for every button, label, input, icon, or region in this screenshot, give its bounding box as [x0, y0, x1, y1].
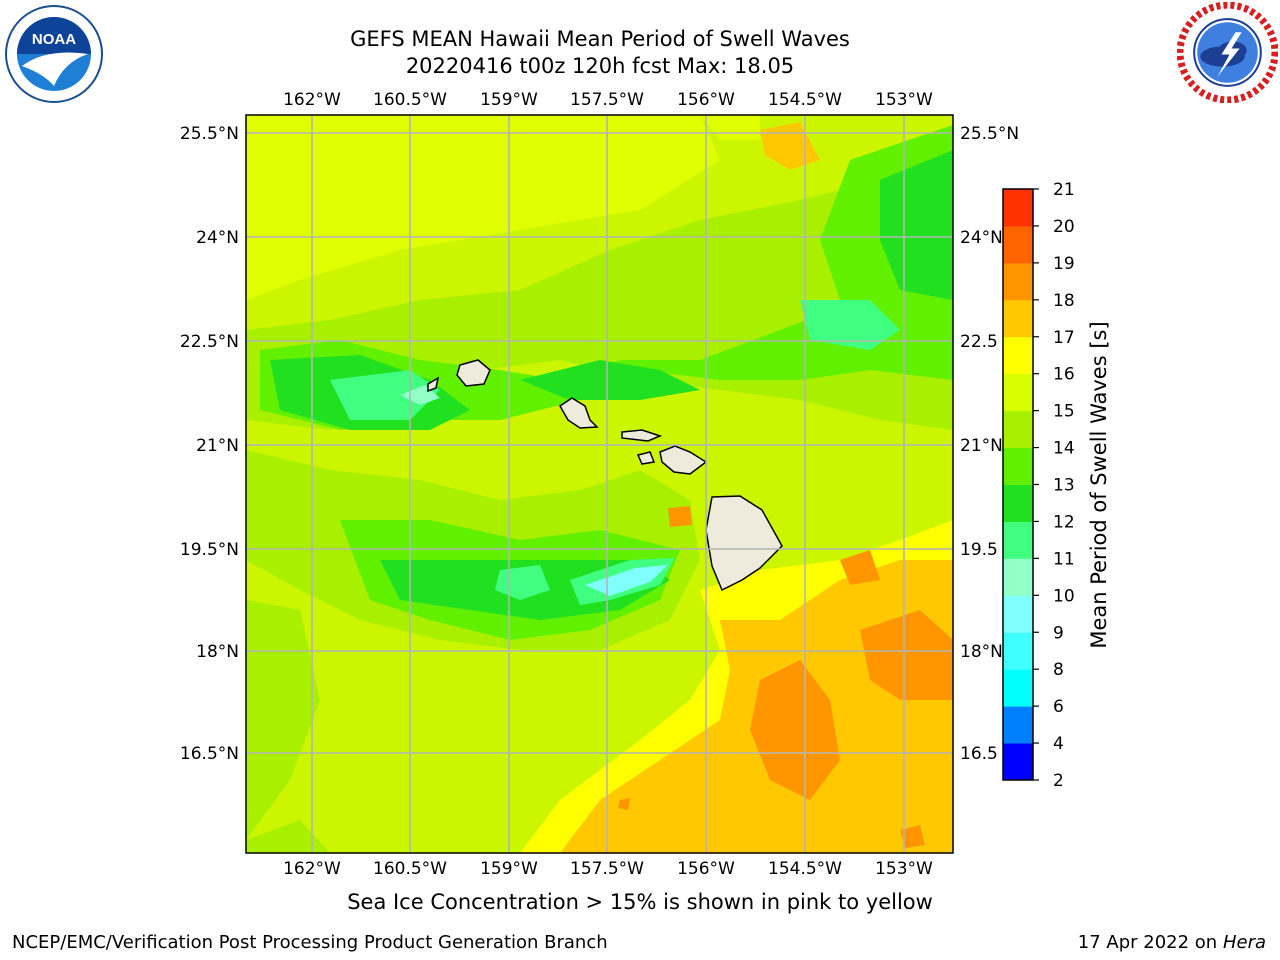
colorbar-swatch — [1003, 706, 1033, 744]
colorbar-tick-label: 13 — [1053, 476, 1075, 496]
colorbar-swatch — [1003, 225, 1033, 264]
island-molokai — [621, 429, 663, 442]
lat-tick-right: 22.5 — [960, 332, 998, 352]
island-oahu — [559, 397, 599, 429]
colorbar-tick-label: 20 — [1053, 217, 1075, 237]
island-maui — [659, 445, 708, 475]
colorbar-tick-label: 11 — [1053, 549, 1075, 569]
colorbar-swatch — [1003, 410, 1033, 449]
lat-tick-right: 21°N — [960, 436, 1003, 456]
footer-date-text: 17 Apr 2022 on — [1077, 932, 1223, 953]
island-lanai — [636, 451, 656, 465]
footer-credit: NCEP/EMC/Verification Post Processing Pr… — [12, 932, 608, 953]
colorbar-swatch — [1003, 595, 1033, 633]
colorbar-tick-label: 14 — [1053, 439, 1075, 459]
lon-tick-bottom: 160.5°W — [373, 859, 447, 879]
lat-tick-right: 16.5 — [960, 744, 998, 764]
lon-tick-top: 162°W — [283, 90, 341, 110]
colorbar-tick-label: 19 — [1053, 254, 1075, 274]
lon-tick-top: 154.5°W — [768, 90, 842, 110]
island-niihau — [427, 376, 440, 393]
lat-tick-right: 19.5 — [960, 540, 998, 560]
caption-text: Sea Ice Concentration > 15% is shown in … — [347, 890, 933, 914]
lat-tick-right: 25.5°N — [960, 124, 1019, 144]
colorbar-swatch — [1003, 336, 1033, 375]
lat-tick-left: 16.5°N — [180, 744, 239, 764]
colorbar: 2 4 6 8 9 10 11 12 13 14 15 16 17 18 19 20 21 — [1002, 180, 1075, 791]
land-islands — [427, 359, 783, 592]
lat-tick-left: 25.5°N — [180, 124, 239, 144]
colorbar-swatch — [1003, 558, 1033, 596]
lon-tick-top: 160.5°W — [373, 90, 447, 110]
noaa-logo-text: NOAA — [32, 31, 76, 48]
colorbar-tick-label: 8 — [1053, 660, 1064, 680]
colorbar-swatch — [1003, 484, 1033, 522]
colorbar-swatch — [1003, 262, 1033, 301]
chart-title: GEFS MEAN Hawaii Mean Period of Swell Wa… — [350, 27, 850, 51]
lat-tick-left: 24°N — [196, 228, 239, 248]
lon-tick-bottom: 156°W — [677, 859, 735, 879]
noaa-logo-icon: NOAA — [5, 5, 103, 103]
lon-tick-top: 153°W — [875, 90, 933, 110]
lon-ticks-bottom: 162°W 160.5°W 159°W 157.5°W 156°W 154.5°… — [283, 859, 933, 879]
lat-tick-left: 18°N — [196, 642, 239, 662]
chart-subtitle: 20220416 t00z 120h fcst Max: 18.05 — [405, 54, 795, 78]
lon-tick-bottom: 153°W — [875, 859, 933, 879]
lat-ticks-left: 25.5°N 24°N 22.5°N 21°N 19.5°N 18°N 16.5… — [180, 124, 239, 764]
colorbar-tick-label: 16 — [1053, 365, 1075, 385]
footer-machine: Hera — [1222, 932, 1266, 953]
colorbar-label: Mean Period of Swell Waves [s] — [1087, 321, 1111, 648]
footer-date: 17 Apr 2022 on Hera — [1078, 932, 1266, 953]
colorbar-swatch — [1003, 669, 1033, 707]
island-kauai — [456, 359, 491, 387]
colorbar-swatch — [1003, 521, 1033, 559]
colorbar-tick-label: 9 — [1053, 623, 1064, 643]
colorbar-swatch — [1003, 299, 1033, 338]
graticule — [246, 115, 953, 853]
swell-period-field — [246, 115, 953, 853]
colorbar-swatch — [1003, 632, 1033, 670]
colorbar-tick-label: 12 — [1053, 512, 1075, 532]
lon-tick-top: 159°W — [480, 90, 538, 110]
lon-tick-top: 156°W — [677, 90, 735, 110]
nws-logo-icon — [1177, 2, 1278, 103]
lon-ticks-top: 162°W 160.5°W 159°W 157.5°W 156°W 154.5°… — [283, 90, 933, 110]
lon-tick-bottom: 159°W — [480, 859, 538, 879]
colorbar-tick-label: 18 — [1053, 291, 1075, 311]
lon-tick-bottom: 154.5°W — [768, 859, 842, 879]
map-frame — [245, 114, 954, 854]
colorbar-tick-label: 10 — [1053, 586, 1075, 606]
colorbar-tick-label: 21 — [1053, 180, 1075, 200]
lat-tick-right: 18°N — [960, 642, 1003, 662]
lat-ticks-right: 25.5°N 24°N 22.5 21°N 19.5 18°N 16.5 — [960, 124, 1019, 764]
colorbar-swatch — [1003, 743, 1033, 781]
colorbar-tick-label: 6 — [1053, 697, 1064, 717]
lon-tick-bottom: 157.5°W — [570, 859, 644, 879]
lat-tick-left: 22.5°N — [180, 332, 239, 352]
lon-tick-top: 157.5°W — [570, 90, 644, 110]
lat-tick-left: 21°N — [196, 436, 239, 456]
caption: Sea Ice Concentration > 15% is shown in … — [0, 890, 1280, 914]
colorbar-swatch — [1003, 189, 1033, 227]
colorbar-swatch — [1003, 447, 1033, 485]
lat-tick-left: 19.5°N — [180, 540, 239, 560]
colorbar-tick-label: 2 — [1053, 771, 1064, 791]
colorbar-swatch — [1003, 373, 1033, 412]
colorbar-tick-label: 4 — [1053, 734, 1064, 754]
lon-tick-bottom: 162°W — [283, 859, 341, 879]
colorbar-tick-label: 17 — [1053, 328, 1075, 348]
lat-tick-right: 24°N — [960, 228, 1003, 248]
island-hawaii — [705, 495, 783, 592]
colorbar-tick-label: 15 — [1053, 402, 1075, 422]
